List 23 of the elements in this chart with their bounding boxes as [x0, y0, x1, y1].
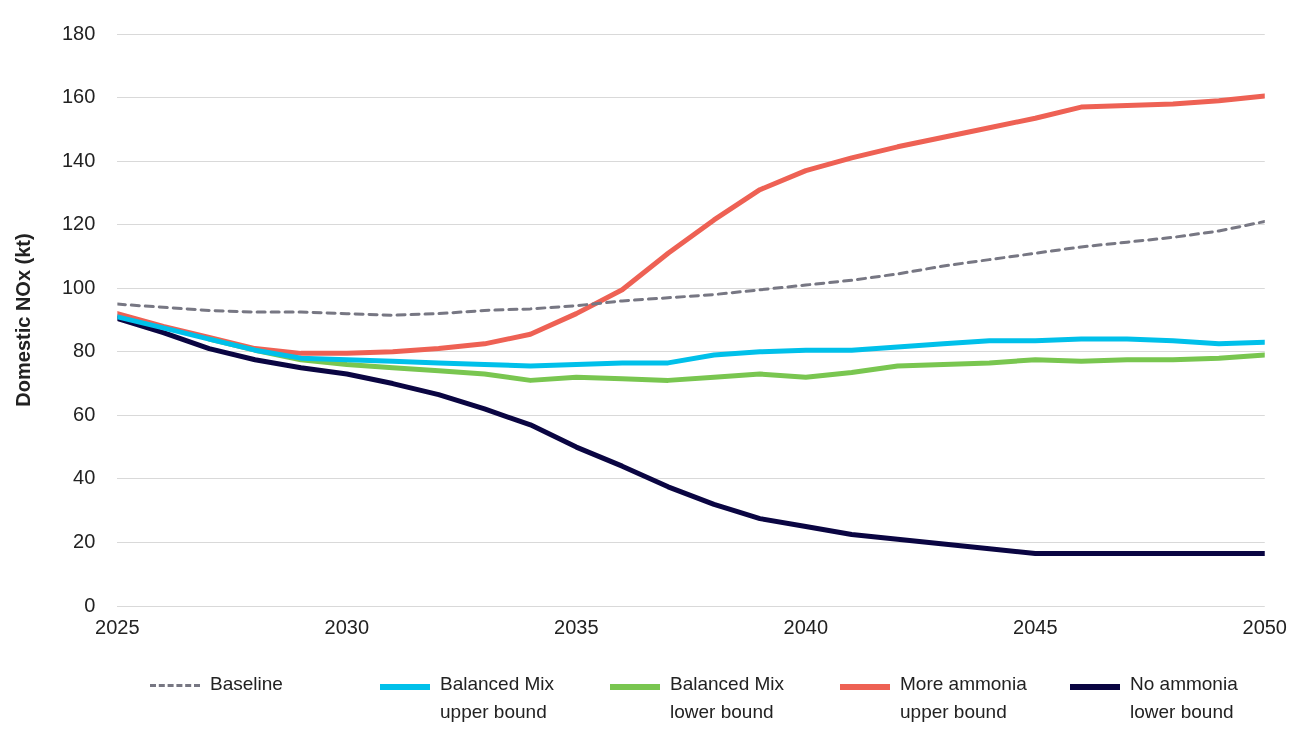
x-tick-label: 2045 — [1013, 615, 1058, 638]
y-axis-title: Domestic NOx (kt) — [11, 233, 34, 407]
y-tick-label: 100 — [61, 275, 96, 298]
legend-label: No ammonia lower bound — [1130, 672, 1239, 724]
y-tick-label: 180 — [61, 21, 96, 44]
y-tick-label: 160 — [61, 85, 96, 108]
y-tick-label: 120 — [61, 212, 96, 235]
y-tick-label: 0 — [84, 593, 96, 616]
y-tick-label: 60 — [73, 402, 96, 425]
line-series — [117, 219, 1265, 317]
legend-label: Baseline — [210, 672, 284, 696]
y-tick-label: 20 — [73, 529, 96, 552]
x-tick-label: 2035 — [554, 615, 599, 638]
x-tick-label: 2040 — [783, 615, 829, 638]
legend-label: More ammonia upper bound — [900, 672, 1028, 724]
legend-label: Balanced Mix upper bound — [440, 672, 556, 724]
x-tick-label: 2030 — [324, 615, 370, 638]
y-tick-label: 80 — [73, 339, 96, 362]
y-tick-label: 140 — [61, 148, 96, 171]
x-tick-label: 2025 — [95, 615, 140, 638]
legend-label: Balanced Mix lower bound — [670, 672, 786, 724]
y-tick-label: 40 — [73, 466, 96, 489]
x-tick-label: 2050 — [1242, 615, 1287, 638]
